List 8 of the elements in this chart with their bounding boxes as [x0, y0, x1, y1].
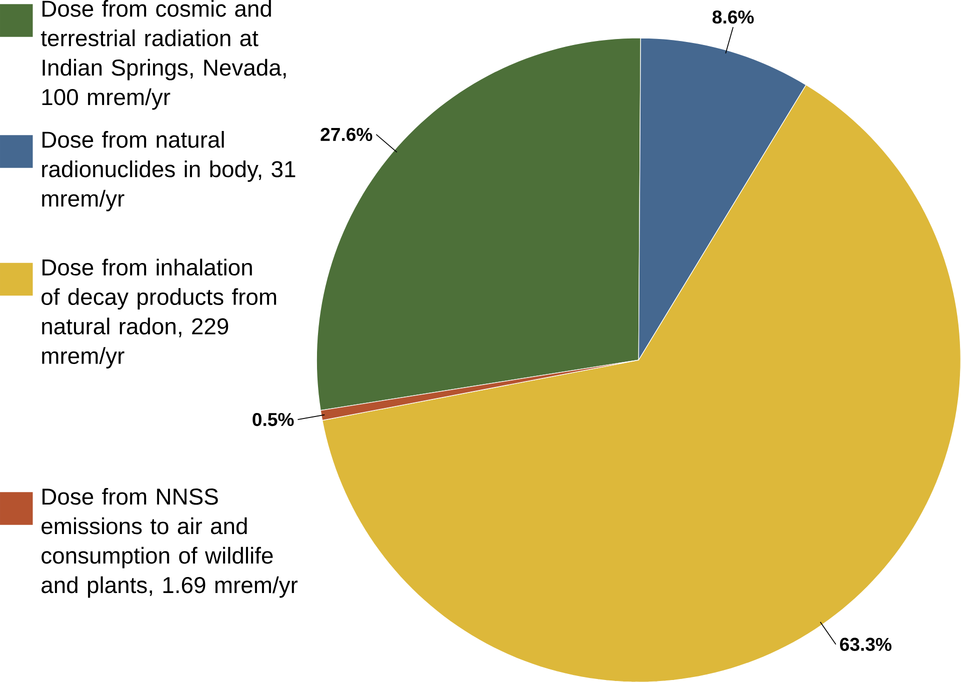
data-label: 0.5% — [252, 412, 294, 426]
legend-label: Dose from NNSS emissions to air and consumption of wildlife and plants, 1.69 mrem/yr — [42, 488, 298, 598]
data-label: 63.3% — [840, 638, 892, 651]
data-label: 27.6% — [320, 128, 372, 141]
data-label: 8.6% — [712, 10, 754, 24]
legend-label: Dose from natural radionuclides in body, 31 mrem/yr — [42, 130, 296, 212]
legend-label: Dose from cosmic and terrestrial radiation at Indian Springs, Nevada, 100 mrem/yr — [40, 0, 286, 110]
legend-label: Dose from inhalation of decay products from natural radon, 229 mrem/yr — [42, 258, 276, 368]
